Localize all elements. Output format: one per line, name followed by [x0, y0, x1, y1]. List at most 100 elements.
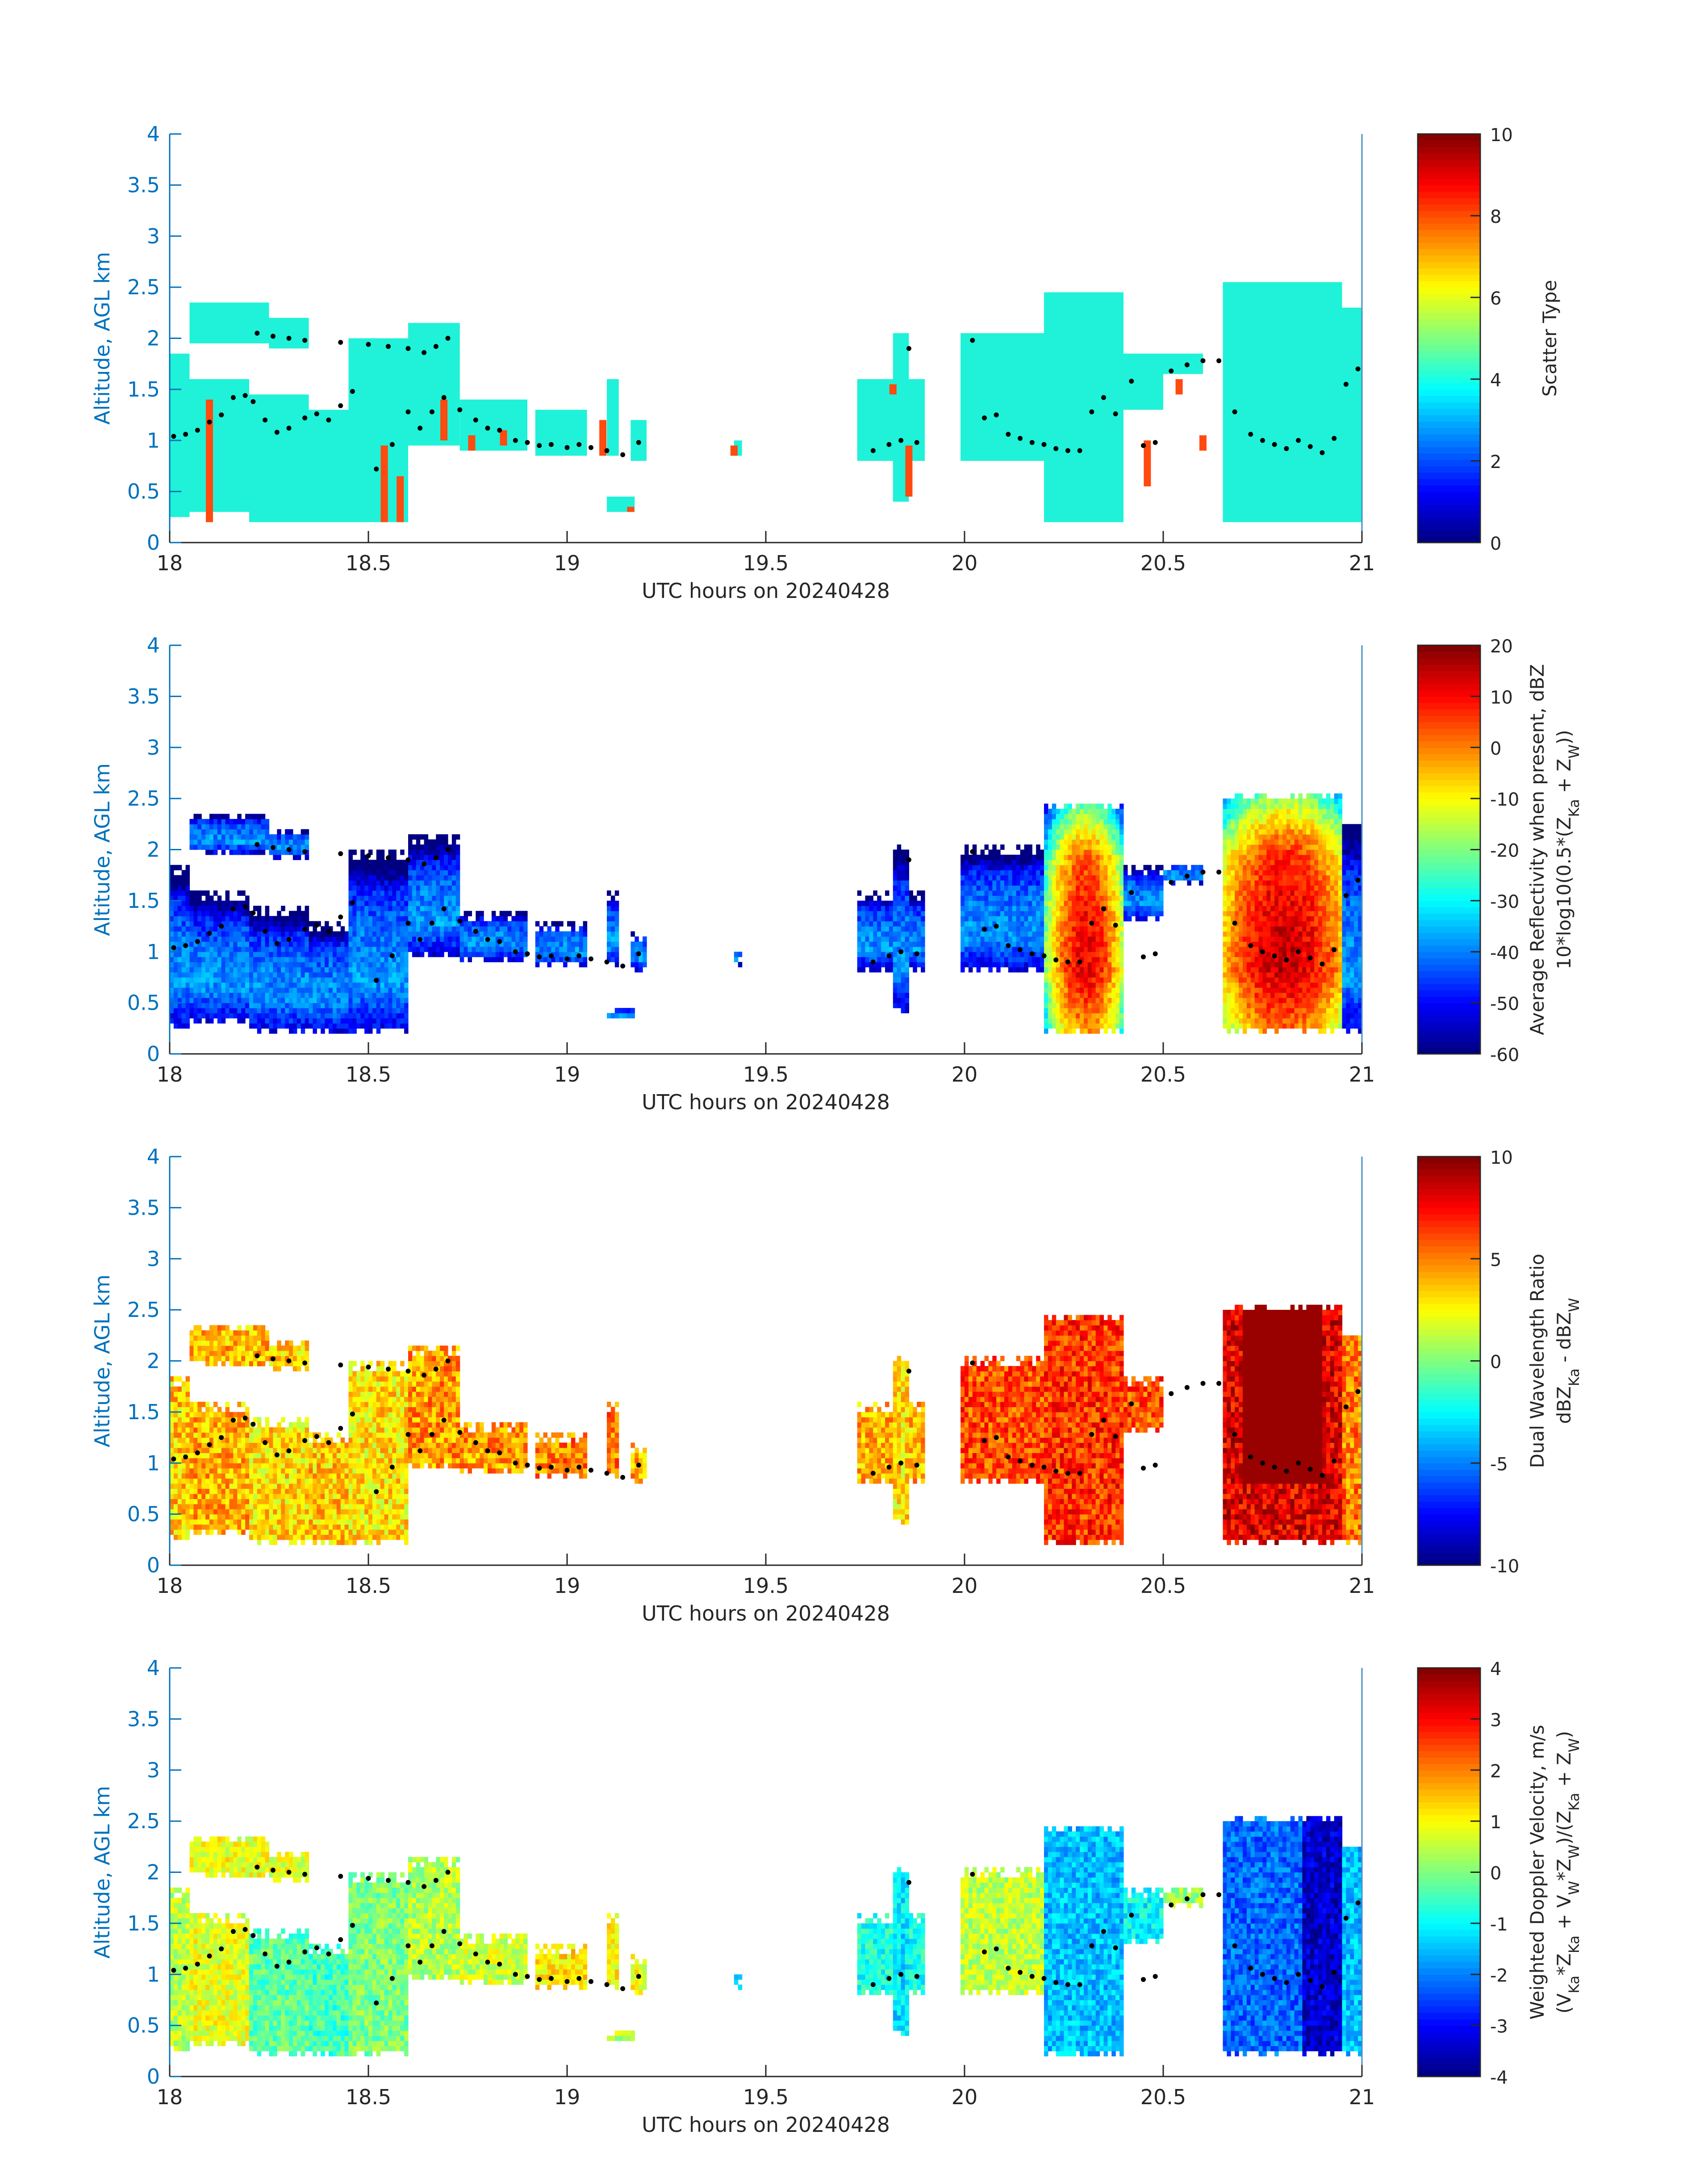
heatmap-cell — [1147, 875, 1152, 881]
heatmap-cell — [555, 957, 560, 962]
heatmap-cell — [1012, 875, 1017, 881]
heatmap-cell — [229, 957, 234, 962]
heatmap-cell — [515, 916, 520, 922]
heatmap-cell — [237, 911, 242, 916]
heatmap-cell — [992, 900, 997, 906]
heatmap-cell — [1115, 885, 1120, 891]
heatmap-cell — [491, 936, 496, 942]
heatmap-cell — [177, 865, 182, 870]
heatmap-cell — [643, 957, 647, 962]
heatmap-cell — [317, 972, 321, 978]
heatmap-cell — [189, 977, 194, 983]
heatmap-cell — [980, 870, 985, 876]
heatmap-cell — [444, 931, 448, 937]
heatmap-cell — [1243, 1028, 1247, 1034]
heatmap-cell — [1091, 962, 1096, 968]
heatmap-cell — [869, 952, 873, 957]
heatmap-cell — [1243, 895, 1247, 901]
heatmap-cell — [173, 952, 178, 957]
heatmap-cell — [281, 987, 285, 993]
heatmap-cell — [869, 962, 873, 968]
heatmap-cell — [861, 921, 866, 927]
heatmap-cell — [976, 880, 981, 886]
heatmap-cell — [1254, 814, 1259, 819]
heatmap-cell — [1254, 998, 1259, 1003]
colorbar-step — [1418, 185, 1480, 192]
heatmap-cell — [253, 814, 258, 819]
heatmap-cell — [1235, 860, 1239, 865]
heatmap-cell — [1095, 839, 1100, 845]
heatmap-cell — [229, 972, 234, 978]
heatmap-cell — [364, 957, 369, 962]
heatmap-cell — [1139, 895, 1144, 901]
heatmap-cell — [1250, 849, 1255, 855]
heatmap-cell — [965, 900, 969, 906]
heatmap-cell — [1111, 962, 1116, 968]
heatmap-cell — [1239, 890, 1243, 896]
heatmap-cell — [1239, 849, 1243, 855]
heatmap-cell — [885, 926, 889, 932]
heatmap-cell — [380, 895, 385, 901]
heatmap-cell — [1084, 814, 1088, 819]
heatmap-cell — [1008, 875, 1013, 881]
heatmap-cell — [388, 972, 393, 978]
heatmap-cell — [1235, 834, 1239, 840]
heatmap-cell — [388, 911, 393, 916]
heatmap-cell — [289, 1018, 293, 1024]
heatmap-cell — [1052, 895, 1057, 901]
heatmap-cell — [1076, 921, 1080, 927]
heatmap-cell — [253, 1023, 258, 1029]
heatmap-cell — [364, 952, 369, 957]
heatmap-cell — [1239, 936, 1243, 942]
heatmap-cell — [988, 946, 993, 952]
heatmap-cell — [1084, 854, 1088, 860]
heatmap-cell — [917, 906, 921, 911]
heatmap-cell — [1016, 911, 1021, 916]
heatmap-cell — [885, 931, 889, 937]
cloud-base-dot — [1065, 448, 1070, 453]
heatmap-cell — [233, 962, 238, 968]
heatmap-cell — [1064, 957, 1068, 962]
heatmap-cell — [921, 957, 925, 962]
heatmap-cell — [384, 987, 389, 993]
heatmap-cell — [901, 936, 906, 942]
heatmap-cell — [1024, 900, 1028, 906]
heatmap-cell — [1087, 829, 1092, 835]
heatmap-cell — [893, 895, 898, 901]
heatmap-cell — [893, 906, 898, 911]
heatmap-cell — [1254, 967, 1259, 973]
heatmap-cell — [360, 926, 365, 932]
heatmap-cell — [384, 926, 389, 932]
heatmap-cell — [368, 926, 373, 932]
heatmap-cell — [241, 1013, 246, 1019]
heatmap-cell — [396, 926, 401, 932]
heatmap-cell — [285, 967, 289, 973]
heatmap-cell — [177, 1008, 182, 1014]
heatmap-cell — [857, 962, 862, 968]
heatmap-cell — [897, 890, 902, 896]
heatmap-cell — [1250, 854, 1255, 860]
heatmap-cell — [519, 952, 524, 957]
heatmap-cell — [1052, 803, 1057, 809]
heatmap-cell — [173, 977, 178, 983]
heatmap-cell — [332, 957, 337, 962]
heatmap-cell — [205, 839, 210, 845]
heatmap-cell — [1159, 895, 1164, 901]
heatmap-cell — [1239, 911, 1243, 916]
heatmap-cell — [193, 957, 198, 962]
heatmap-cell — [1060, 895, 1065, 901]
heatmap-cell — [626, 1008, 631, 1014]
heatmap-cell — [905, 900, 909, 906]
colorbar-step — [1418, 166, 1480, 173]
heatmap-cell — [1068, 860, 1072, 865]
heatmap-cell — [988, 916, 993, 922]
heatmap-cell — [1131, 895, 1136, 901]
heatmap-cell — [965, 844, 969, 850]
heatmap-cell — [265, 957, 270, 962]
heatmap-cell — [1064, 885, 1068, 891]
heatmap-cell — [960, 936, 965, 942]
heatmap-cell — [1052, 936, 1057, 942]
heatmap-cell — [1028, 906, 1032, 911]
heatmap-cell — [213, 844, 218, 850]
heatmap-cell — [241, 921, 246, 927]
